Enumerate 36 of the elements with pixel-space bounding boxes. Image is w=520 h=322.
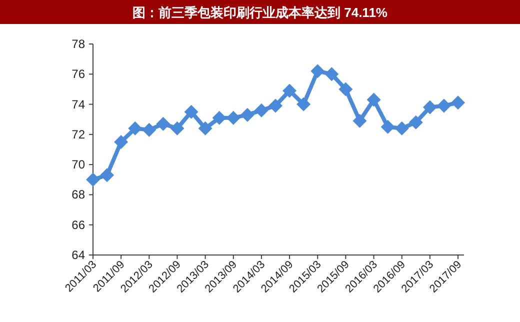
point [408, 115, 423, 130]
point [254, 103, 268, 118]
y-tick-label: 72 [72, 127, 86, 142]
point [451, 96, 465, 110]
point [310, 64, 325, 78]
point [394, 121, 409, 136]
y-tick-label: 78 [72, 37, 86, 51]
point [338, 82, 353, 96]
point [226, 110, 240, 125]
point [324, 67, 339, 82]
chart-title: 图：前三季包装印刷行业成本率达到 74.11% [132, 5, 388, 20]
point [380, 120, 395, 134]
point [296, 97, 311, 112]
point [212, 110, 226, 125]
point [142, 122, 156, 137]
point [268, 98, 282, 113]
point [240, 108, 254, 122]
point [198, 121, 212, 136]
y-tick-label: 74 [72, 97, 86, 112]
point [352, 114, 367, 128]
y-tick-label: 70 [72, 158, 86, 172]
point [156, 116, 170, 131]
point [100, 168, 114, 182]
y-tick-label: 66 [72, 218, 86, 232]
point [422, 100, 437, 114]
point [170, 121, 184, 136]
point [282, 84, 297, 98]
point [436, 98, 451, 113]
point [114, 134, 128, 149]
y-tick-label: 64 [72, 248, 86, 262]
point [184, 104, 198, 119]
point [128, 121, 142, 136]
y-tick-label: 68 [72, 188, 86, 202]
point [86, 172, 100, 187]
point [366, 92, 381, 107]
y-tick-label: 76 [72, 67, 86, 82]
